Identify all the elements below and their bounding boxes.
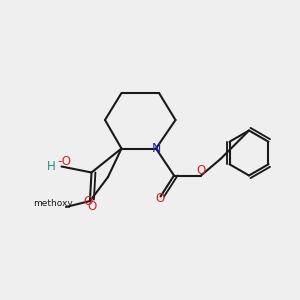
Text: O: O — [156, 191, 165, 205]
Text: N: N — [151, 142, 161, 155]
Text: O: O — [87, 200, 96, 214]
Text: O: O — [84, 195, 93, 208]
Text: -O: -O — [57, 155, 71, 169]
Text: O: O — [196, 164, 206, 177]
Text: methoxy: methoxy — [33, 200, 72, 208]
Text: H: H — [46, 160, 56, 173]
